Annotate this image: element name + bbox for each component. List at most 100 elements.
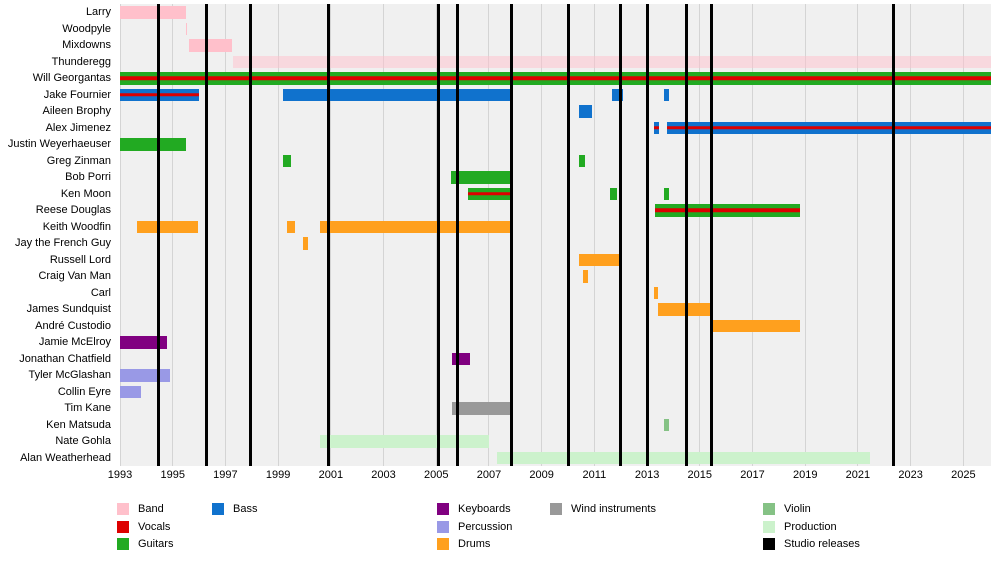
year-gridline: [804, 4, 806, 466]
timeline-bar-keyboards: [452, 352, 471, 365]
x-axis: 1993 1995 1997 1999 2001 2003 2005 2007 2009 2011…: [108, 469, 991, 483]
drums-swatch: [437, 538, 449, 550]
timeline-bar-guitars: [664, 187, 670, 200]
axis-year-label: 2013: [634, 469, 660, 481]
year-gridline: [435, 4, 437, 466]
axis-year-label: 2005: [423, 469, 449, 481]
member-label: Carl: [90, 286, 111, 299]
timeline-bar-guitars: [578, 154, 586, 167]
member-label: Ken Matsuda: [46, 418, 111, 431]
timeline-bar-guitars: [120, 72, 991, 85]
timeline-bar-guitars: [610, 187, 617, 200]
year-gridline: [172, 4, 174, 466]
axis-year-label: 2017: [740, 469, 765, 481]
year-gridline: [119, 4, 121, 466]
member-label: Collin Eyre: [57, 385, 111, 398]
legend-item-wind: Wind instruments: [550, 503, 656, 515]
timeline-bar-drums: [710, 319, 800, 332]
timeline-bar-band: [120, 6, 186, 19]
legend-item-drums: Drums: [437, 538, 512, 550]
axis-year-label: 1993: [107, 469, 133, 481]
axis-year-label: 2023: [898, 469, 923, 481]
member-label: Craig Van Man: [38, 270, 111, 282]
axis-year-label: 2001: [318, 469, 344, 481]
legend-column: Violin Production Studio releases: [763, 503, 860, 556]
band-swatch: [117, 503, 129, 515]
bass-swatch: [212, 503, 224, 515]
legend-item-band: Band: [117, 503, 173, 515]
legend-item-production: Production: [763, 520, 860, 533]
legend-column: Keyboards Percussion Drums: [437, 503, 512, 556]
legend-label: Wind instruments: [571, 503, 656, 515]
member-label: Woodpyle: [62, 22, 111, 35]
timeline-bar-band: [233, 55, 991, 68]
legend-label: Percussion: [458, 520, 513, 533]
legend-label: Band: [138, 503, 164, 515]
axis-year-label: 2019: [792, 469, 818, 481]
timeline-bar-drums: [287, 220, 296, 233]
legend-label: Guitars: [138, 538, 174, 550]
axis-year-label: 1997: [213, 469, 238, 481]
legend-column: Band Vocals Guitars: [117, 503, 173, 556]
studio-release-line: [455, 4, 459, 466]
member-label: Nate Gohla: [55, 435, 111, 447]
stripe-vocals: [654, 208, 800, 212]
legend-item-guitars: Guitars: [117, 538, 173, 550]
timeline-bar-guitars: [120, 138, 186, 151]
timeline-bar-band: [185, 22, 188, 35]
member-label: Jay the French Guy: [15, 237, 111, 249]
axis-year-label: 2011: [582, 469, 607, 481]
timeline-bar-guitars: [467, 187, 511, 200]
axis-year-label: 1999: [265, 469, 291, 481]
timeline-bar-drums: [653, 286, 658, 299]
timeline-bar-bass: [611, 88, 624, 101]
guitars-swatch: [117, 538, 129, 550]
member-label: Will Georgantas: [32, 72, 111, 84]
legend-label: Production: [784, 520, 837, 533]
timeline-bar-percussion: [120, 385, 142, 398]
violin-swatch: [763, 503, 775, 515]
percussion-swatch: [437, 520, 449, 533]
legend: Band Vocals Guitars Bass Keyboards Percussion…: [0, 503, 1000, 561]
studio-release-line: [891, 4, 895, 466]
member-label: Tyler McGlashan: [28, 369, 111, 381]
stripe-vocals: [666, 126, 991, 130]
legend-label: Studio releases: [784, 538, 860, 550]
legend-label: Violin: [784, 503, 811, 515]
studio-release-line: [326, 4, 330, 466]
timeline-bar-bass: [664, 88, 670, 101]
timeline-bar-drums: [657, 303, 711, 316]
member-label: Thunderegg: [51, 55, 111, 68]
stripe-vocals: [653, 126, 659, 130]
member-label: Jonathan Chatfield: [19, 352, 111, 365]
timeline-bar-bass: [653, 121, 659, 134]
legend-item-vocals: Vocals: [117, 520, 173, 533]
legend-label: Vocals: [138, 520, 171, 533]
year-gridline: [488, 4, 490, 466]
member-label: Ken Moon: [60, 187, 111, 200]
member-label: Russell Lord: [49, 253, 111, 266]
year-gridline: [330, 4, 332, 466]
studio-release-line: [566, 4, 570, 466]
year-gridline: [699, 4, 701, 466]
studio-release-line: [685, 4, 689, 466]
timeline-bar-drums: [578, 253, 621, 266]
vocals-swatch: [117, 520, 129, 533]
studio-release-line: [437, 4, 441, 466]
studio-release-line: [205, 4, 209, 466]
axis-year-label: 2021: [845, 469, 871, 481]
year-gridline: [541, 4, 543, 466]
legend-item-bass: Bass: [212, 503, 257, 515]
legend-label: Keyboards: [458, 503, 511, 515]
timeline-bar-bass: [283, 88, 511, 101]
member-label: Jamie McElroy: [38, 336, 111, 348]
member-label: Bob Porri: [65, 171, 111, 183]
legend-label: Drums: [458, 538, 491, 550]
legend-column: Wind instruments: [550, 503, 656, 521]
member-label: Reese Douglas: [35, 204, 111, 216]
timeline-bar-drums: [303, 237, 309, 250]
member-label: James Sundquist: [26, 303, 111, 315]
timeline-bar-violin: [664, 418, 670, 431]
studio-release-line: [248, 4, 252, 466]
